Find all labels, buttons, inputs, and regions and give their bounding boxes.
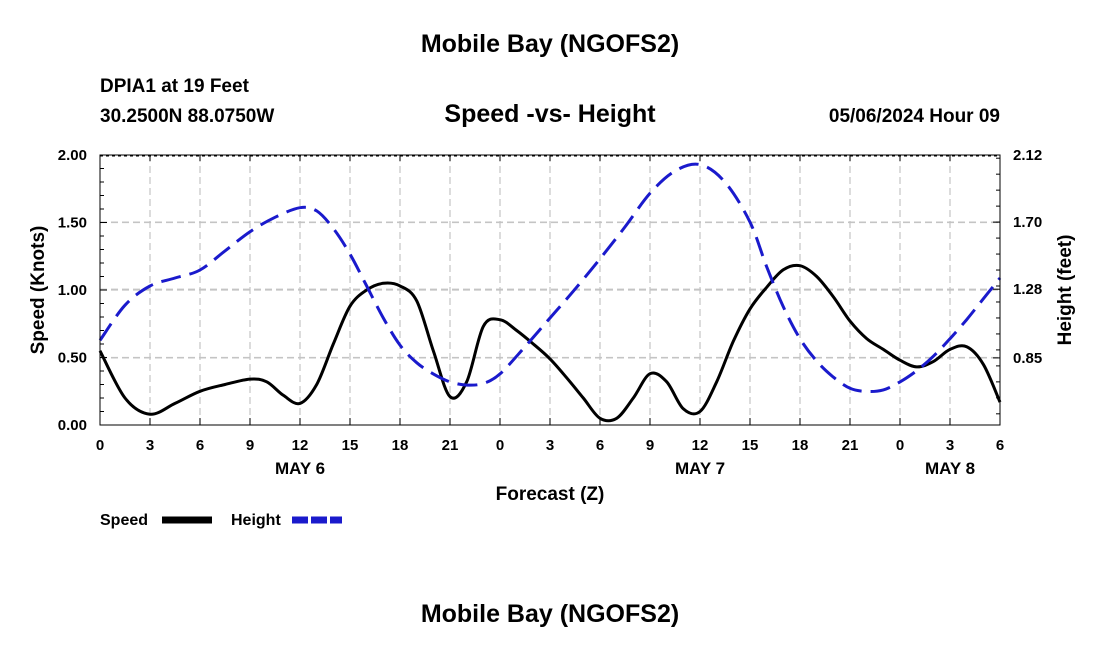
forecast-datetime: 05/06/2024 Hour 09	[828, 106, 1000, 127]
x-tick-label: 9	[646, 437, 654, 454]
chart-title: Mobile Bay (NGOFS2)	[420, 30, 680, 58]
y-tick-label-left: 1.50	[58, 215, 87, 232]
day-label: MAY 8	[925, 459, 975, 478]
legend-label-height: Height	[231, 512, 281, 529]
x-tick-label: 21	[442, 437, 459, 454]
station-label: DPIA1 at 19 Feet	[100, 76, 249, 97]
x-tick-label: 0	[896, 437, 904, 454]
axes	[99, 154, 1001, 426]
x-axis-title: Forecast (Z)	[496, 484, 605, 505]
x-tick-label: 9	[246, 437, 254, 454]
chart-subtitle: Speed -vs- Height	[444, 100, 656, 128]
x-tick-label: 15	[742, 437, 759, 454]
plot-frame	[99, 154, 1001, 426]
y-tick-label-left: 1.00	[58, 282, 87, 299]
x-tick-label: 0	[96, 437, 104, 454]
x-tick-label: 12	[692, 437, 709, 454]
axis-labels: 0 3 6 9 12 15 18 21 0 3 6 9 12 15 18 21 0 3 6 0.00 0.50 1.00 1…	[28, 147, 1076, 505]
x-tick-label: 21	[842, 437, 859, 454]
day-label: MAY 7	[675, 459, 725, 478]
series-line-speed	[98, 263, 1002, 423]
x-tick-label: 6	[596, 437, 604, 454]
legend: Speed Height	[100, 512, 342, 529]
y-tick-label-right: 0.85	[1013, 350, 1042, 367]
y-tick-label-left: 0.00	[58, 417, 87, 434]
grid	[100, 155, 1000, 425]
series-layer	[98, 162, 1002, 423]
x-tick-label: 3	[946, 437, 954, 454]
y-axis-title-right: Height (feet)	[1055, 235, 1076, 346]
x-tick-label: 3	[546, 437, 554, 454]
station-coordinates: 30.2500N 88.0750W	[100, 106, 275, 127]
y-tick-label-right: 1.28	[1013, 281, 1042, 298]
y-axis-title-left: Speed (Knots)	[28, 226, 49, 355]
x-tick-label: 18	[792, 437, 809, 454]
x-tick-label: 0	[496, 437, 504, 454]
x-tick-label: 15	[342, 437, 359, 454]
x-tick-label: 18	[392, 437, 409, 454]
x-tick-label: 6	[996, 437, 1004, 454]
series-line-height	[98, 162, 1002, 394]
footer-title: Mobile Bay (NGOFS2)	[420, 600, 680, 628]
y-tick-label-left: 0.50	[58, 350, 87, 367]
x-tick-label: 12	[292, 437, 309, 454]
legend-label-speed: Speed	[100, 512, 148, 529]
x-tick-label: 6	[196, 437, 204, 454]
y-tick-label-right: 1.70	[1013, 214, 1042, 231]
y-tick-label-left: 2.00	[58, 147, 87, 164]
day-label: MAY 6	[275, 459, 325, 478]
y-tick-label-right: 2.12	[1013, 147, 1042, 164]
x-tick-label: 3	[146, 437, 154, 454]
